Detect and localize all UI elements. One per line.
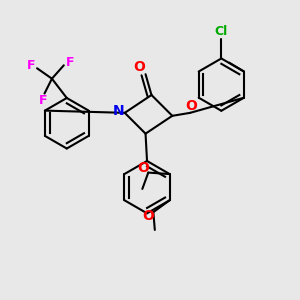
Text: F: F <box>27 59 35 72</box>
Text: O: O <box>134 60 146 74</box>
Text: N: N <box>112 104 124 118</box>
Text: O: O <box>186 99 197 113</box>
Text: O: O <box>142 209 154 223</box>
Text: O: O <box>137 161 149 175</box>
Text: Cl: Cl <box>215 25 228 38</box>
Text: F: F <box>39 94 47 106</box>
Text: F: F <box>66 56 75 69</box>
